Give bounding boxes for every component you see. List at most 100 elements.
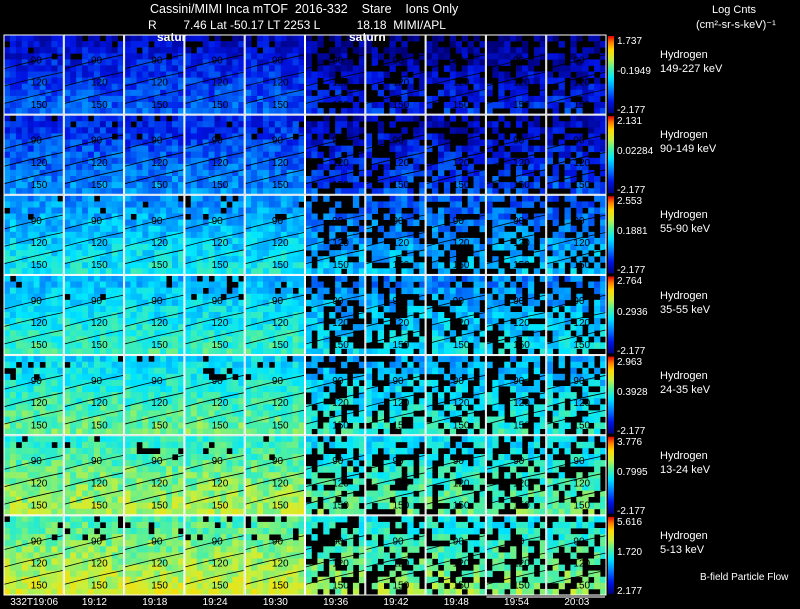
- colorbar-min-label: -2.177: [617, 425, 646, 437]
- colorbar-min-label: -2.177: [617, 345, 646, 357]
- colorbar-mid-label: 0.02284: [617, 146, 654, 158]
- contour-label: 120: [573, 559, 590, 570]
- colorbar-max-label: 5.616: [617, 516, 643, 528]
- contour-label: 120: [573, 478, 590, 489]
- time-tick-label: 19:42: [383, 597, 409, 608]
- contour-label: 120: [31, 238, 48, 249]
- contour-label: 120: [513, 158, 530, 169]
- image-panel: 90 120 150: [365, 435, 426, 516]
- contour-label: 120: [332, 238, 349, 249]
- contour-label: 120: [31, 559, 48, 570]
- contour-label: 120: [332, 158, 349, 169]
- contour-label: 90: [393, 456, 405, 467]
- colorbar-min-label: -2.177: [617, 505, 646, 517]
- contour-label: 90: [91, 456, 103, 467]
- energy-range-label: 35-55 keV: [660, 303, 711, 316]
- contour-label: 90: [272, 296, 284, 307]
- energy-band-row: 90 120 150 90 120 150 90 120 150 90 120 150 90 120 150…: [3, 515, 614, 596]
- contour-label: 90: [573, 296, 585, 307]
- image-panel: 90 120 150: [305, 34, 366, 115]
- image-panel: 90 120 150: [365, 274, 426, 356]
- energy-band-label: Hydrogen 55-90 keV: [660, 208, 710, 236]
- contour-label: 150: [393, 180, 410, 191]
- contour-label: 150: [31, 581, 48, 592]
- contour-label: 90: [332, 536, 344, 547]
- contour-label: 120: [393, 78, 410, 89]
- contour-label: 90: [393, 216, 405, 227]
- contour-label: 150: [513, 260, 530, 271]
- image-panel: 90 120 150: [365, 34, 426, 115]
- time-tick-label: 19:12: [81, 597, 107, 608]
- colorbar-min-label: -2.177: [617, 265, 646, 277]
- contour-label: 150: [151, 100, 168, 111]
- contour-label: 90: [151, 536, 163, 547]
- contour-label: 90: [91, 56, 103, 67]
- contour-label: 120: [151, 478, 168, 489]
- image-panel: 90 120 150: [63, 34, 125, 115]
- contour-label: 90: [513, 136, 525, 147]
- contour-label: 150: [453, 340, 470, 351]
- contour-label: 90: [393, 376, 405, 387]
- contour-label: 150: [393, 100, 410, 111]
- image-panel: 90 120 150: [184, 194, 245, 275]
- image-panel: 90 120 150: [244, 274, 305, 356]
- contour-label: 150: [151, 420, 168, 431]
- contour-label: 150: [573, 420, 590, 431]
- contour-label: 150: [332, 180, 349, 191]
- contour-label: 120: [91, 318, 108, 329]
- bottom-gray-bar: [486, 595, 605, 598]
- contour-label: 120: [453, 158, 470, 169]
- species-label: Hydrogen: [660, 529, 708, 542]
- contour-label: 150: [212, 501, 229, 512]
- contour-label: 90: [573, 536, 585, 547]
- contour-label: 90: [573, 56, 585, 67]
- contour-label: 120: [151, 318, 168, 329]
- contour-label: 150: [453, 501, 470, 512]
- energy-band-row: 90 120 150 90 120 150 90 120 150 90 120 150 90 120 150…: [3, 435, 614, 516]
- contour-label: 120: [151, 158, 168, 169]
- contour-label: 120: [513, 559, 530, 570]
- colorbar-max-label: 1.737: [617, 36, 643, 47]
- image-panel: 90 120 150: [184, 435, 245, 516]
- contour-label: 120: [393, 478, 410, 489]
- image-panel: 90 120 150: [546, 355, 607, 436]
- colorbar-units-title: Log Cnts: [712, 4, 757, 16]
- contour-label: 90: [393, 536, 405, 547]
- time-tick-label: 20:03: [564, 597, 590, 608]
- contour-label: 120: [573, 78, 590, 89]
- contour-label: 90: [272, 376, 284, 387]
- image-panel: 90 120 150: [305, 515, 366, 596]
- image-panel: 90 120 150: [425, 114, 486, 195]
- image-panel: 90 120 150: [3, 194, 64, 275]
- contour-label: 120: [393, 238, 410, 249]
- contour-label: 90: [393, 56, 405, 67]
- image-panel: 90 120 150: [124, 435, 185, 516]
- image-panel: 90 120 150: [485, 435, 547, 516]
- contour-label: 150: [332, 501, 349, 512]
- image-panel: 90 120 150: [184, 355, 245, 436]
- contour-label: 120: [151, 559, 168, 570]
- contour-label: 120: [513, 318, 530, 329]
- image-panel: 90 120 150: [425, 355, 486, 436]
- contour-label: 150: [151, 340, 168, 351]
- contour-label: 120: [151, 398, 168, 409]
- image-panel: 90 120 150: [63, 194, 125, 275]
- contour-label: 90: [91, 376, 103, 387]
- time-tick-label: 19:36: [323, 597, 349, 608]
- colorbar-mid-label: 0.2936: [617, 306, 648, 318]
- contour-label: 120: [91, 478, 108, 489]
- time-tick-label: 19:18: [142, 597, 168, 608]
- image-panel: 90 120 150: [63, 515, 125, 596]
- contour-label: 120: [272, 238, 289, 249]
- contour-label: 120: [453, 478, 470, 489]
- contour-label: 120: [393, 398, 410, 409]
- energy-band-label: Hydrogen 13-24 keV: [660, 449, 710, 477]
- image-panel: 90 120 150: [63, 435, 125, 516]
- bfield-particle-flow-label: B-field Particle Flow: [700, 572, 789, 583]
- contour-label: 90: [393, 136, 405, 147]
- contour-label: 120: [212, 478, 229, 489]
- contour-label: 120: [332, 478, 349, 489]
- contour-label: 90: [31, 296, 43, 307]
- contour-label: 120: [212, 318, 229, 329]
- colorbar-max-label: 2.963: [617, 356, 643, 368]
